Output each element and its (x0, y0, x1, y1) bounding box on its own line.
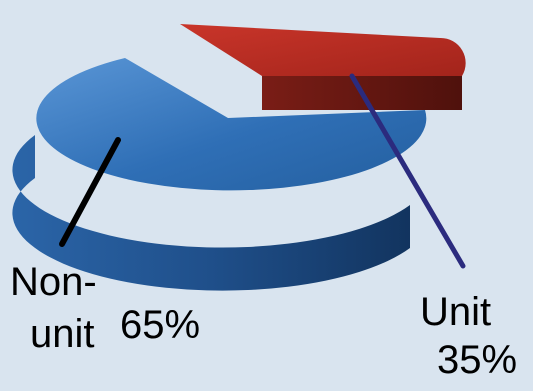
leader-line-non-unit (59, 137, 121, 247)
pie-slice-non-unit (12, 58, 427, 291)
pie-slice-unit-top (180, 24, 466, 76)
pie-slice-non-unit-top (36, 58, 427, 191)
label-unit-value: 35% (437, 338, 518, 382)
pie-slice-non-unit-side (12, 135, 410, 291)
leader-line-unit (349, 73, 466, 269)
label-unit-line1: Unit (420, 290, 492, 334)
label-non-unit-value: 65% (120, 303, 201, 347)
pie-slice-unit (180, 24, 466, 110)
label-non-unit-line2: unit (30, 312, 95, 356)
label-non-unit-line1: Non- (10, 260, 97, 304)
